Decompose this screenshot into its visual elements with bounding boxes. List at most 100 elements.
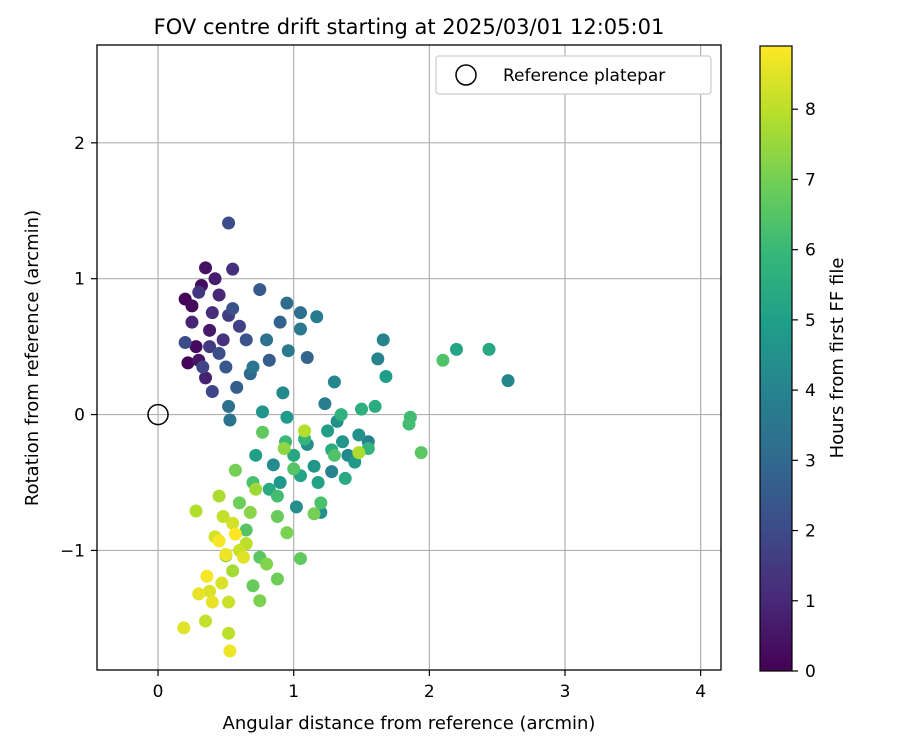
data-point — [376, 333, 390, 347]
data-point — [249, 482, 263, 496]
y-tick-label: −1 — [60, 541, 85, 561]
data-point — [189, 340, 203, 354]
colorbar-tick-label: 4 — [805, 381, 816, 401]
reference-marker — [147, 403, 169, 426]
colorbar-tick-label: 0 — [805, 662, 816, 682]
colorbar-tick-label: 2 — [805, 522, 816, 542]
y-tick-label: 0 — [74, 406, 85, 426]
data-point — [293, 322, 307, 336]
y-axis-label: Rotation from reference (arcmin) — [22, 210, 43, 506]
data-point — [203, 340, 217, 354]
data-point — [249, 448, 263, 462]
data-point — [280, 526, 294, 540]
colorbar-ticks: 0 1 2 3 4 5 6 7 8 — [792, 100, 816, 682]
data-point — [228, 527, 242, 541]
data-point — [212, 534, 226, 548]
y-axis-ticks: −1 0 1 2 — [60, 134, 97, 561]
data-point — [276, 386, 290, 400]
data-point — [293, 552, 307, 566]
data-point — [226, 516, 240, 530]
data-point — [243, 505, 257, 519]
data-point — [300, 351, 314, 364]
data-point — [280, 410, 294, 424]
data-point — [314, 496, 328, 510]
data-point — [246, 579, 260, 593]
data-point — [338, 471, 352, 485]
data-point — [280, 296, 294, 310]
data-point — [232, 319, 246, 333]
legend: Reference platepar — [435, 55, 712, 95]
data-point — [379, 370, 393, 384]
data-point — [307, 459, 321, 473]
data-point — [253, 594, 267, 608]
x-tick-label: 4 — [695, 682, 706, 702]
data-point — [371, 352, 385, 366]
data-point — [449, 342, 463, 356]
data-point — [181, 356, 195, 370]
reference-platepar-marker — [147, 403, 169, 426]
colorbar-tick-label: 6 — [805, 241, 816, 261]
grid-lines — [97, 45, 721, 670]
x-axis-label: Angular distance from reference (arcmin) — [223, 713, 596, 734]
plot-area-frame — [96, 44, 722, 671]
data-point — [185, 299, 199, 313]
data-point — [216, 333, 230, 347]
data-point — [482, 342, 496, 356]
colorbar-tick-label: 5 — [805, 311, 816, 331]
data-point — [222, 399, 236, 413]
legend-box — [435, 55, 712, 95]
x-axis-ticks: 0 1 2 3 4 — [153, 670, 706, 702]
x-tick-label: 0 — [153, 682, 164, 702]
data-point — [226, 262, 240, 276]
data-point — [307, 507, 321, 521]
data-point — [368, 399, 382, 413]
data-point — [260, 333, 274, 347]
data-point — [189, 504, 203, 518]
data-point — [203, 323, 217, 337]
y-tick-label: 1 — [74, 270, 85, 290]
data-point — [293, 306, 307, 320]
data-point — [436, 353, 450, 367]
data-point — [199, 261, 213, 275]
data-point — [212, 346, 226, 360]
data-point — [219, 360, 233, 374]
data-point — [327, 375, 341, 389]
data-point — [239, 333, 253, 347]
data-point — [273, 476, 287, 489]
data-point — [402, 417, 416, 431]
data-point — [321, 424, 335, 438]
legend-label: Reference platepar — [503, 66, 665, 86]
data-point — [203, 584, 217, 598]
data-point — [237, 550, 251, 564]
legend-reference-marker-icon — [455, 64, 477, 86]
data-point — [205, 306, 219, 320]
colorbar-label: Hours from first FF file — [827, 258, 848, 459]
data-point — [270, 572, 284, 586]
data-point — [196, 360, 210, 374]
data-point — [232, 496, 246, 510]
data-point — [270, 489, 284, 503]
data-point — [352, 446, 366, 460]
data-point — [226, 564, 240, 578]
data-point — [239, 523, 253, 537]
data-point — [230, 380, 244, 394]
data-point — [222, 626, 236, 640]
data-point — [262, 353, 276, 367]
data-point — [246, 360, 260, 374]
x-tick-label: 1 — [288, 682, 299, 702]
colorbar-tick-label: 7 — [805, 170, 816, 190]
data-point — [501, 374, 515, 388]
x-tick-label: 2 — [424, 682, 435, 702]
data-point — [355, 402, 369, 416]
colorbar: 0 1 2 3 4 5 6 7 8 Hours from first FF file — [759, 45, 848, 682]
data-point — [208, 272, 222, 286]
data-point — [310, 310, 324, 324]
data-point — [298, 424, 312, 438]
data-point — [336, 435, 350, 449]
data-point — [255, 425, 269, 439]
data-point — [334, 408, 348, 422]
data-point — [185, 315, 199, 329]
chart-title: FOV centre drift starting at 2025/03/01 … — [154, 15, 665, 39]
data-point — [287, 448, 301, 462]
